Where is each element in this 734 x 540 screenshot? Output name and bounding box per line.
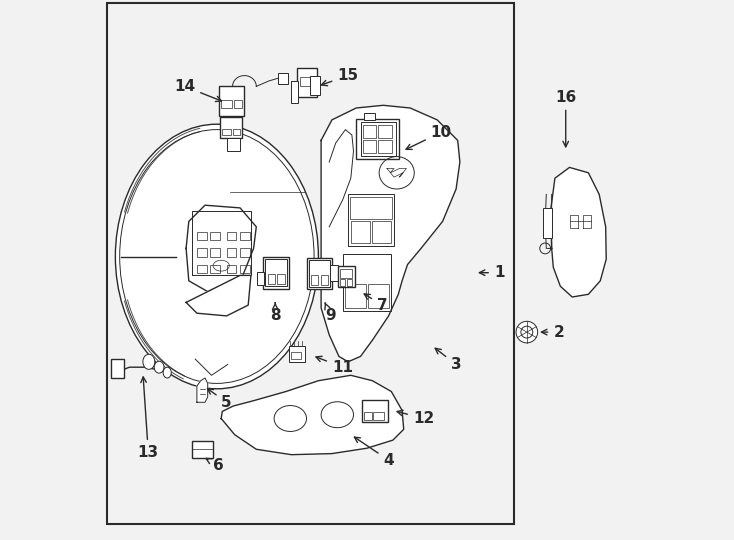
Bar: [307, 258, 333, 289]
Text: 12: 12: [397, 410, 434, 426]
Bar: [378, 125, 392, 138]
Text: 1: 1: [479, 265, 504, 280]
Text: 16: 16: [555, 90, 576, 147]
Bar: [291, 81, 298, 103]
Bar: [264, 256, 289, 289]
Ellipse shape: [154, 361, 164, 373]
Ellipse shape: [143, 354, 155, 369]
Bar: [348, 194, 394, 246]
Bar: [378, 140, 392, 153]
Bar: [221, 100, 232, 108]
Bar: [257, 272, 264, 285]
Text: 9: 9: [325, 303, 335, 323]
Bar: [219, 86, 244, 116]
Text: 11: 11: [316, 356, 353, 375]
Polygon shape: [321, 105, 460, 362]
Bar: [211, 232, 220, 240]
Text: 14: 14: [174, 79, 222, 102]
Bar: [197, 248, 206, 256]
Text: 6: 6: [206, 458, 224, 473]
Bar: [363, 140, 377, 153]
Bar: [234, 100, 241, 108]
Bar: [330, 265, 338, 281]
Bar: [351, 221, 370, 243]
Bar: [227, 138, 240, 151]
Bar: [277, 274, 285, 284]
Bar: [291, 352, 301, 359]
Bar: [349, 197, 392, 219]
Bar: [233, 129, 239, 135]
Polygon shape: [186, 275, 251, 316]
Bar: [362, 400, 388, 422]
Bar: [240, 248, 250, 256]
Ellipse shape: [115, 124, 319, 389]
Bar: [288, 346, 305, 362]
Text: 5: 5: [208, 389, 232, 410]
Bar: [197, 232, 206, 240]
Bar: [227, 265, 236, 273]
Bar: [346, 284, 366, 308]
Bar: [268, 274, 275, 284]
Bar: [338, 266, 355, 287]
Bar: [222, 129, 231, 135]
Bar: [227, 248, 236, 256]
Bar: [211, 265, 220, 273]
Bar: [220, 117, 241, 138]
Bar: [106, 3, 515, 524]
Text: 2: 2: [542, 325, 564, 340]
Polygon shape: [550, 167, 606, 297]
Ellipse shape: [163, 367, 171, 378]
Bar: [542, 208, 552, 238]
Text: 10: 10: [406, 125, 452, 150]
Bar: [240, 232, 250, 240]
Bar: [356, 119, 399, 159]
Bar: [364, 412, 372, 420]
Bar: [297, 68, 317, 97]
Bar: [374, 412, 385, 420]
Bar: [363, 125, 377, 138]
Polygon shape: [186, 205, 256, 292]
Bar: [111, 359, 124, 378]
Bar: [310, 275, 319, 285]
Text: 7: 7: [364, 294, 388, 313]
Bar: [266, 259, 287, 286]
Bar: [343, 254, 391, 310]
Bar: [310, 76, 320, 94]
Bar: [360, 122, 396, 156]
Bar: [347, 279, 352, 286]
Polygon shape: [221, 375, 404, 455]
Text: 15: 15: [321, 68, 358, 86]
Text: 3: 3: [435, 348, 462, 372]
Bar: [309, 260, 330, 287]
Bar: [192, 441, 213, 458]
Text: 13: 13: [138, 377, 159, 460]
Bar: [211, 248, 220, 256]
Polygon shape: [197, 378, 208, 402]
Bar: [340, 269, 352, 278]
Text: 8: 8: [270, 303, 280, 323]
Bar: [321, 275, 328, 285]
Bar: [299, 77, 310, 86]
Bar: [227, 232, 236, 240]
Text: 4: 4: [355, 437, 394, 468]
Bar: [278, 73, 288, 84]
Bar: [372, 221, 391, 243]
Bar: [340, 279, 346, 286]
Bar: [368, 284, 388, 308]
Circle shape: [516, 321, 537, 343]
Bar: [240, 265, 250, 273]
Bar: [197, 265, 206, 273]
Bar: [364, 113, 375, 120]
